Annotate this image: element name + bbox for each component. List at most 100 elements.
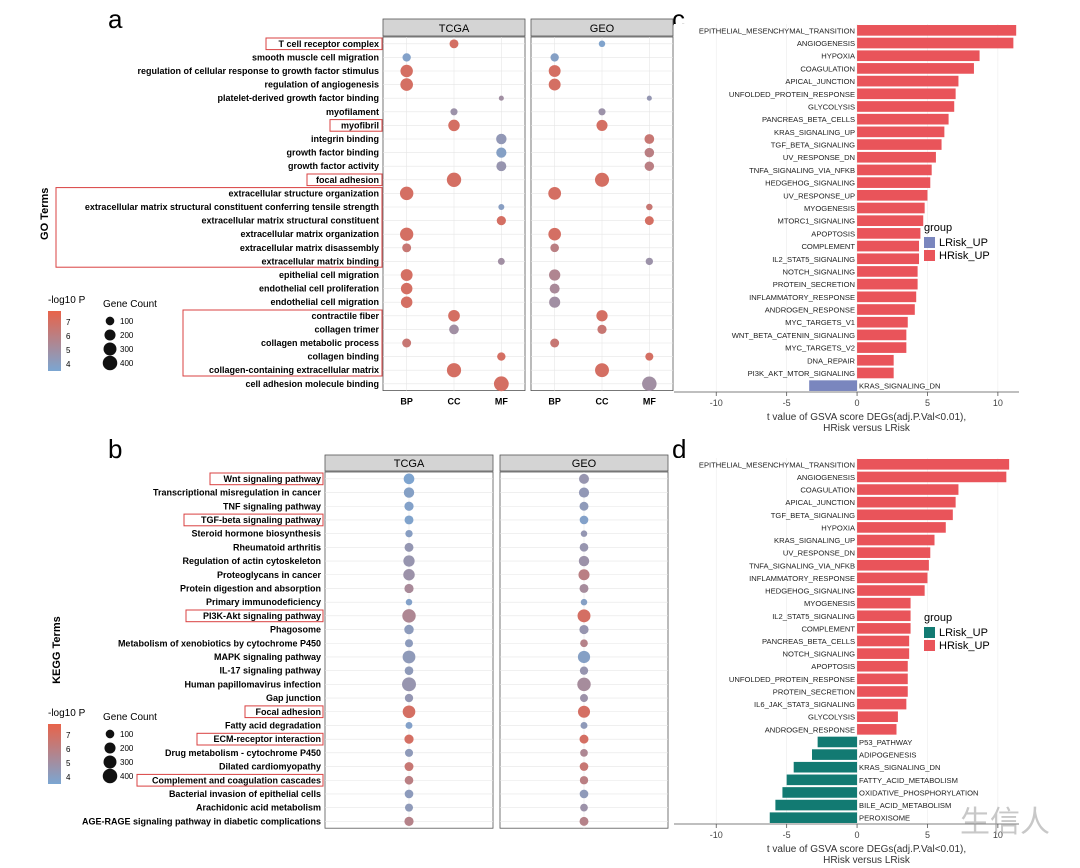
bar-label: ADIPOGENESIS: [859, 751, 916, 760]
bar: [857, 253, 920, 265]
bar: [857, 496, 956, 508]
bar: [857, 266, 918, 277]
bar-label: TGF_BETA_SIGNALING: [771, 511, 855, 520]
bar-label: ANDROGEN_RESPONSE: [765, 725, 855, 734]
term-label: PI3K-Akt signaling pathway: [203, 611, 321, 621]
term-label: Arachidonic acid metabolism: [196, 803, 321, 813]
legend-size-title: Gene Count: [103, 712, 157, 723]
data-point: [550, 53, 559, 62]
x-tick-label: CC: [448, 397, 461, 407]
bar-label: HEDGEHOG_SIGNALING: [765, 179, 855, 188]
data-point: [404, 775, 414, 785]
data-point: [549, 296, 561, 308]
data-point: [404, 583, 414, 594]
legend-size-tick: 200: [120, 331, 134, 340]
bar: [857, 164, 932, 176]
term-label: integrin binding: [311, 134, 379, 144]
data-point: [404, 624, 414, 635]
bar: [857, 126, 945, 138]
legend-size-tick: 100: [120, 317, 134, 326]
bar: [782, 787, 858, 798]
term-label: collagen-containing extracellular matrix: [209, 365, 379, 375]
data-point: [404, 666, 414, 675]
facet-label: GEO: [590, 23, 615, 35]
term-label: endothelial cell migration: [270, 297, 379, 307]
bar-label: HYPOXIA: [821, 523, 856, 532]
x-tick-label: 5: [925, 830, 930, 840]
bar-label: GLYCOLYSIS: [808, 102, 855, 111]
highlight-box: [55, 187, 383, 268]
bar-label: BILE_ACID_METABOLISM: [859, 801, 951, 810]
x-tick-label: MF: [495, 397, 508, 407]
bar-label: IL6_JAK_STAT3_SIGNALING: [754, 700, 855, 709]
data-point: [405, 598, 413, 606]
term-label: Primary immunodeficiency: [206, 597, 321, 607]
bar: [793, 761, 858, 773]
term-label: Proteoglycans in cancer: [217, 570, 322, 580]
bar: [857, 37, 1014, 49]
data-point: [580, 803, 588, 812]
term-label: Gap junction: [266, 693, 321, 703]
data-point: [404, 639, 414, 648]
y-axis-title: KEGG Terms: [51, 616, 63, 684]
data-point: [579, 583, 589, 593]
legend-swatch: [924, 237, 935, 248]
term-label: T cell receptor complex: [278, 39, 379, 49]
bar-label: UNFOLDED_PROTEIN_RESPONSE: [729, 675, 855, 684]
bar: [857, 342, 907, 353]
data-point: [644, 161, 655, 171]
data-point: [450, 108, 458, 116]
term-label: Dilated cardiomyopathy: [219, 762, 321, 772]
data-point: [402, 677, 416, 692]
bar: [857, 50, 980, 62]
term-label: collagen metabolic process: [261, 338, 379, 348]
legend-entry: HRisk_UP: [939, 640, 990, 652]
bar-label: FATTY_ACID_METABOLISM: [859, 776, 958, 785]
bar: [857, 139, 942, 150]
term-label: Human papillomavirus infection: [184, 679, 321, 689]
term-label: TNF signaling pathway: [223, 501, 321, 511]
bar-label: IL2_STAT5_SIGNALING: [772, 255, 855, 264]
bar: [857, 623, 911, 634]
facet-label: TCGA: [394, 458, 425, 470]
data-point: [580, 639, 588, 648]
bar: [857, 304, 915, 315]
data-point: [548, 187, 562, 200]
term-label: Transcriptional misregulation in cancer: [153, 488, 322, 498]
legend-swatch: [924, 640, 935, 651]
term-label: contractile fiber: [311, 311, 379, 321]
term-label: MAPK signaling pathway: [214, 652, 321, 662]
legend-color-tick: 5: [66, 346, 71, 355]
watermark: 生信人: [960, 806, 1050, 839]
data-point: [548, 227, 561, 241]
data-point: [496, 161, 507, 172]
bar: [809, 380, 858, 391]
data-point: [579, 501, 589, 511]
highlight-box: [185, 609, 324, 623]
bar-label: P53_PATHWAY: [859, 738, 912, 747]
bar: [857, 63, 974, 74]
data-point: [579, 762, 589, 771]
term-label: Protein digestion and absorption: [180, 583, 321, 593]
x-tick-label: 0: [855, 830, 860, 840]
data-point: [400, 282, 413, 295]
data-point: [402, 53, 411, 62]
panel-label-b: b: [108, 434, 122, 464]
term-label: collagen binding: [308, 352, 380, 362]
data-point: [550, 243, 559, 253]
data-point: [550, 338, 560, 348]
bar: [857, 673, 908, 685]
data-point: [403, 473, 415, 485]
legend-swatch: [924, 627, 935, 638]
x-axis-title: t value of GSVA score DEGs(adj.P.Val<0.0…: [767, 844, 966, 855]
bar: [857, 202, 925, 214]
facet-strip: [382, 18, 526, 37]
legend-title: group: [924, 222, 952, 234]
legend-color-tick: 7: [66, 318, 71, 327]
highlight-box: [182, 309, 383, 377]
bar: [857, 367, 894, 379]
bar-label: MTORC1_SIGNALING: [778, 217, 856, 226]
bar-label: TNFA_SIGNALING_VIA_NFKB: [749, 561, 855, 570]
bar: [857, 151, 936, 163]
data-point: [400, 227, 414, 241]
